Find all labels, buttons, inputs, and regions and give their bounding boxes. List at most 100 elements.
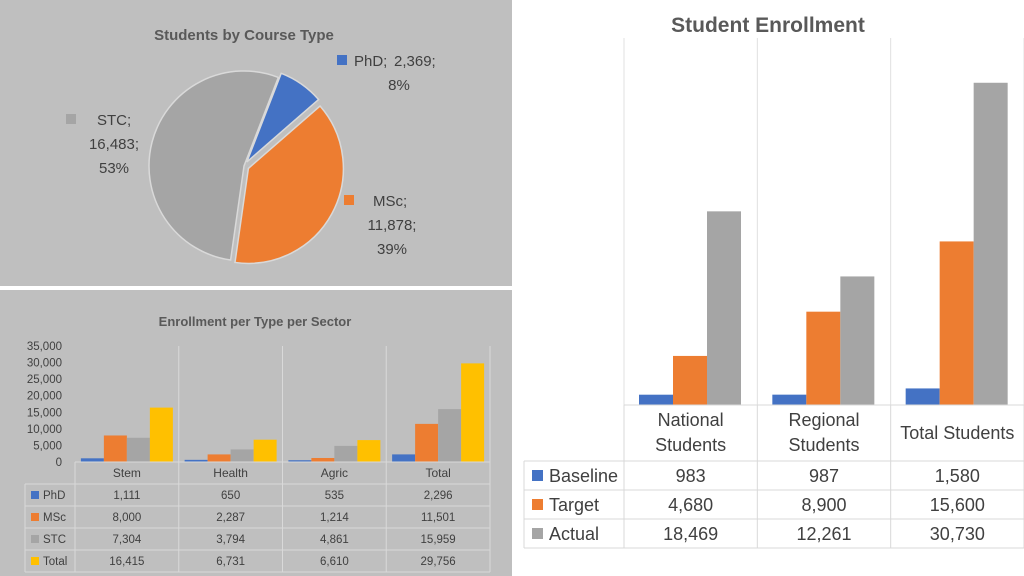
sector-table-cell: 29,756 — [421, 556, 456, 568]
sector-table-cell: 8,000 — [112, 512, 141, 524]
enrollment-bar-baseline — [639, 394, 673, 405]
enrollment-legend-key-baseline — [532, 470, 543, 481]
pie-label-phd-value: 2,369; — [394, 53, 436, 70]
enrollment-bar-chart: Student Enrollment National Students Region… — [523, 14, 1024, 549]
enrollment-category-label: Regional — [788, 410, 859, 430]
enrollment-category-label: National — [658, 410, 724, 430]
sector-table-cell: 6,731 — [216, 556, 245, 568]
sector-table-cell: 7,304 — [112, 534, 141, 546]
sector-ytick-label: 20,000 — [27, 391, 62, 403]
sector-bar-phd-health — [184, 459, 208, 462]
enrollment-table-cell: 1,580 — [935, 466, 980, 486]
sector-ytick-label: 10,000 — [27, 424, 62, 436]
legend-key-stc — [66, 114, 76, 124]
sector-category-label: Health — [213, 466, 248, 480]
sector-legend-label: MSc — [43, 512, 66, 524]
sector-bar-total-agric — [357, 440, 381, 462]
sector-bar-phd-total — [392, 454, 416, 462]
enrollment-bar-target — [939, 241, 974, 405]
sector-bar-stc-agric — [334, 445, 358, 462]
pie-slice-msc — [234, 104, 345, 265]
sector-table-cell: 11,501 — [421, 512, 455, 524]
sector-table-cell: 6,610 — [320, 556, 349, 568]
sector-ytick-label: 0 — [56, 457, 62, 469]
pie-label-phd-percent: 8% — [388, 77, 410, 94]
enrollment-table-cell: 987 — [809, 466, 839, 486]
sector-legend-key-stc — [31, 535, 39, 543]
sector-legend-label: PhD — [43, 490, 65, 502]
pie-chart: Students by Course Type PhD; 2,369; 8% MSc; 1… — [66, 27, 436, 265]
pie-label-stc-value: 16,483; — [89, 136, 139, 153]
enrollment-title: Student Enrollment — [671, 14, 865, 37]
enrollment-chart-panel: Student Enrollment National Students Region… — [512, 0, 1024, 576]
sector-ytick-label: 5,000 — [33, 440, 62, 452]
enrollment-bar-baseline — [772, 394, 807, 405]
pie-label-msc-value: 11,878; — [368, 217, 417, 234]
sector-category-label: Stem — [113, 466, 141, 480]
sector-bar-total-stem — [149, 407, 173, 462]
enrollment-table-cell: 12,261 — [796, 524, 851, 544]
sector-table-cell: 535 — [325, 490, 344, 502]
sector-table-cell: 4,861 — [320, 534, 349, 546]
sector-table-cell: 650 — [221, 490, 240, 502]
sector-bar-phd-stem — [80, 458, 104, 462]
pie-label-stc-name: STC; — [97, 112, 131, 129]
sector-table-cell: 2,287 — [216, 512, 245, 524]
sector-bar-msc-health — [207, 454, 231, 462]
sector-category-label: Agric — [321, 466, 348, 480]
sector-bar-msc-total — [415, 423, 439, 462]
pie-label-phd-name: PhD; — [354, 53, 387, 70]
sector-bar-msc-agric — [311, 457, 335, 462]
enrollment-category-label: Students — [655, 435, 726, 455]
sector-legend-label: STC — [43, 534, 66, 546]
sector-bar-chart: Enrollment per Type per Sector 0 5,000 10,0… — [24, 314, 491, 573]
sector-ytick-label: 30,000 — [27, 358, 62, 370]
pie-chart-panel: Students by Course Type PhD; 2,369; 8% MSc; 1… — [0, 0, 512, 286]
enrollment-legend-key-actual — [532, 528, 543, 539]
legend-key-msc — [344, 195, 354, 205]
enrollment-legend-label: Baseline — [549, 466, 618, 486]
sector-chart-title: Enrollment per Type per Sector — [159, 314, 352, 329]
legend-key-phd — [337, 55, 347, 65]
sector-bar-total-total — [461, 363, 485, 462]
enrollment-table-cell: 4,680 — [668, 495, 713, 515]
sector-bar-msc-stem — [103, 435, 127, 462]
enrollment-table-cell: 30,730 — [930, 524, 985, 544]
sector-table-cell: 3,794 — [216, 534, 245, 546]
enrollment-bar-target — [673, 355, 707, 405]
sector-table-cell: 15,959 — [421, 534, 456, 546]
sector-table-cell: 2,296 — [424, 490, 453, 502]
enrollment-bar-actual — [840, 276, 875, 405]
sector-legend-label: Total — [43, 556, 67, 568]
enrollment-table-cell: 8,900 — [801, 495, 846, 515]
enrollment-table-cell: 983 — [676, 466, 706, 486]
enrollment-bar-actual — [707, 211, 741, 405]
sector-bar-stc-total — [438, 409, 462, 462]
sector-ytick-label: 35,000 — [27, 341, 62, 353]
sector-bar-total-health — [253, 439, 277, 462]
sector-bar-phd-agric — [288, 460, 312, 462]
pie-slice-phd — [246, 72, 320, 163]
enrollment-category-label: Total Students — [900, 423, 1014, 443]
sector-bar-stc-health — [230, 449, 254, 462]
sector-table-cell: 1,214 — [320, 512, 349, 524]
enrollment-table-cell: 18,469 — [663, 524, 718, 544]
enrollment-legend-label: Target — [549, 495, 599, 515]
sector-table-cell: 16,415 — [109, 556, 144, 568]
enrollment-table-cell: 15,600 — [930, 495, 985, 515]
enrollment-bar-target — [806, 311, 841, 405]
enrollment-category-label: Students — [788, 435, 859, 455]
pie-label-stc-percent: 53% — [99, 160, 129, 177]
sector-category-label: Total — [425, 466, 450, 480]
enrollment-legend-label: Actual — [549, 524, 599, 544]
pie-slice-stc — [148, 70, 280, 261]
enrollment-bar-baseline — [905, 388, 940, 405]
sector-ytick-label: 25,000 — [27, 374, 62, 386]
sector-ytick-label: 15,000 — [27, 407, 62, 419]
sector-legend-key-phd — [31, 491, 39, 499]
pie-title: Students by Course Type — [154, 27, 334, 44]
sector-bar-stc-stem — [126, 437, 150, 462]
enrollment-legend-key-target — [532, 499, 543, 510]
pie-label-msc-name: MSc; — [373, 193, 407, 210]
sector-table-cell: 1,111 — [113, 490, 140, 502]
